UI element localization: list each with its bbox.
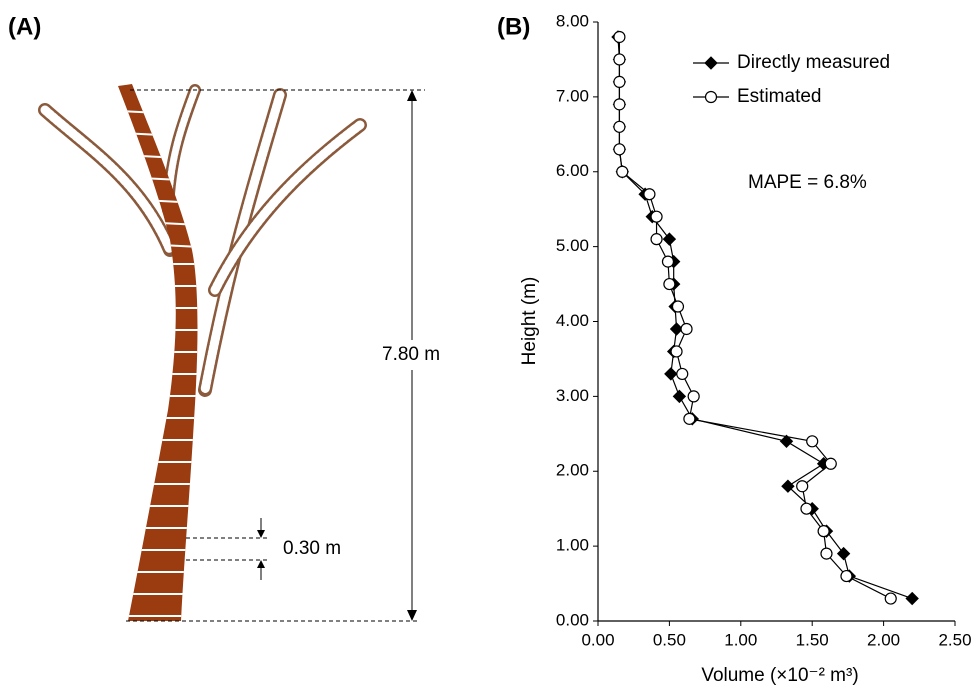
marker-circle (613, 53, 626, 66)
y-tick-label: 2.00 (556, 461, 589, 480)
marker-circle (817, 525, 830, 538)
marker-diamond (781, 479, 795, 493)
marker-circle (670, 345, 683, 358)
legend-label: Directly measured (737, 52, 890, 73)
annotation: MAPE = 6.8% (748, 172, 867, 193)
marker-circle (796, 480, 809, 493)
panel-label: (A) (8, 13, 41, 40)
marker-circle (643, 188, 656, 201)
y-tick-label: 6.00 (556, 161, 589, 180)
marker-circle (613, 30, 626, 44)
series-line (618, 36, 892, 600)
y-tick-label: 0.00 (556, 610, 589, 629)
marker-circle (687, 390, 700, 403)
height-label: 7.80 m (382, 344, 440, 365)
legend-marker (704, 56, 718, 70)
marker-diamond (669, 322, 684, 336)
trunk-segment (118, 131, 198, 139)
marker-circle (613, 120, 626, 133)
marker-circle (680, 322, 693, 336)
marker-circle (676, 367, 689, 381)
marker-diamond (836, 546, 851, 561)
y-axis-label: Height (m) (519, 277, 540, 366)
legend-label: Estimated (737, 86, 821, 107)
marker-diamond (662, 232, 677, 246)
marker-diamond (905, 591, 919, 606)
marker-circle (840, 569, 853, 583)
marker-diamond (779, 434, 794, 449)
y-tick-label: 1.00 (556, 536, 589, 555)
marker-circle (661, 255, 675, 268)
marker-circle (613, 75, 626, 89)
y-tick-label: 3.00 (556, 386, 589, 405)
series-line (617, 36, 913, 600)
marker-circle (820, 547, 833, 560)
marker-circle (650, 210, 663, 223)
x-tick-label: 0.00 (581, 630, 614, 649)
marker-circle (884, 592, 897, 605)
marker-circle (613, 98, 626, 111)
y-tick-label: 5.00 (556, 236, 589, 255)
marker-circle (650, 233, 663, 246)
x-tick-label: 1.00 (724, 630, 757, 649)
marker-circle (800, 502, 813, 515)
marker-circle (824, 457, 837, 470)
marker-diamond (672, 389, 687, 404)
panel-label: (B) (497, 13, 530, 40)
marker-circle (616, 165, 629, 178)
y-tick-label: 8.00 (556, 11, 589, 30)
x-tick-label: 0.50 (653, 630, 686, 649)
marker-circle (683, 412, 696, 425)
y-tick-label: 7.00 (556, 86, 589, 105)
segment-label: 0.30 m (283, 538, 341, 559)
y-tick-label: 4.00 (556, 311, 589, 330)
x-tick-label: 2.50 (938, 630, 971, 649)
marker-diamond (664, 367, 678, 381)
marker-circle (671, 300, 685, 313)
x-axis-label: Volume (×10⁻² m³) (701, 665, 858, 686)
marker-circle (613, 143, 626, 156)
marker-circle (806, 435, 819, 448)
x-tick-label: 1.50 (796, 630, 829, 649)
trunk-segment (118, 109, 198, 117)
x-tick-label: 2.00 (867, 630, 900, 649)
marker-circle (663, 277, 676, 291)
legend-marker (704, 90, 718, 104)
